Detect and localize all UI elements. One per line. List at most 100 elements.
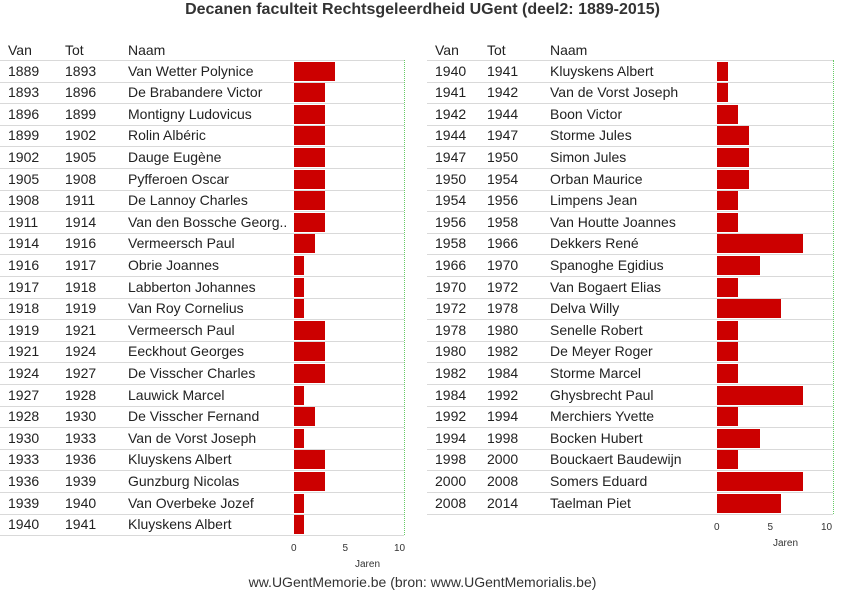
cell-tot: 1924 <box>65 343 97 360</box>
row-divider <box>0 146 404 148</box>
bar-mark <box>717 407 739 427</box>
cell-van: 1958 <box>435 235 467 252</box>
bar-mark <box>717 169 750 189</box>
bar-mark <box>717 299 782 319</box>
table-panel-1: Van Tot Naam 1889 1893 Van Wetter Polynice 189… <box>0 40 405 570</box>
table-row: 1893 1896 De Brabandere Victor <box>0 82 404 103</box>
cell-van: 1936 <box>8 472 40 489</box>
row-divider <box>0 362 404 364</box>
cell-van: 1982 <box>435 364 467 381</box>
table-row: 1914 1916 Vermeersch Paul <box>0 233 404 254</box>
table-row: 1921 1924 Eeckhout Georges <box>0 341 404 362</box>
cell-naam: Taelman Piet <box>550 494 631 511</box>
table-row: 1936 1939 Gunzburg Nicolas <box>0 471 404 492</box>
cell-van: 1970 <box>435 278 467 295</box>
cell-naam: Labberton Johannes <box>128 278 256 295</box>
table-row: 1902 1905 Dauge Eugène <box>0 147 404 168</box>
cell-naam: Somers Eduard <box>550 472 648 489</box>
cell-van: 1916 <box>8 256 40 273</box>
bar-mark <box>717 363 739 383</box>
bar-mark <box>717 277 739 297</box>
cell-van: 1944 <box>435 127 467 144</box>
cell-van: 1927 <box>8 386 40 403</box>
cell-van: 1924 <box>8 364 40 381</box>
table-row: 1972 1978 Delva Willy <box>427 298 833 319</box>
cell-tot: 1956 <box>487 192 519 209</box>
row-divider <box>0 232 404 234</box>
row-divider <box>0 189 404 191</box>
cell-tot: 1917 <box>65 256 97 273</box>
cell-tot: 2000 <box>487 451 519 468</box>
cell-van: 1930 <box>8 429 40 446</box>
table-row: 1942 1944 Boon Victor <box>427 104 833 125</box>
table-row: 1927 1928 Lauwick Marcel <box>0 385 404 406</box>
row-divider <box>427 427 833 429</box>
cell-van: 1911 <box>8 213 39 230</box>
table-row: 1939 1940 Van Overbeke Jozef <box>0 493 404 514</box>
row-divider <box>0 427 404 429</box>
x-axis-label: Jaren <box>355 559 381 571</box>
cell-van: 1939 <box>8 494 40 511</box>
bar-mark <box>717 191 739 211</box>
row-divider <box>427 146 833 148</box>
cell-tot: 1941 <box>65 516 97 533</box>
cell-tot: 1942 <box>487 84 519 101</box>
cell-naam: Van Overbeke Jozef <box>128 494 254 511</box>
x-tick-label: 10 <box>821 521 833 533</box>
bar-mark <box>717 61 728 81</box>
table-row: 1940 1941 Kluyskens Albert <box>0 514 404 535</box>
row-divider <box>0 513 404 515</box>
cell-tot: 1972 <box>487 278 519 295</box>
cell-van: 1896 <box>8 105 40 122</box>
table-row: 1944 1947 Storme Jules <box>427 125 833 146</box>
cell-tot: 1984 <box>487 364 519 381</box>
bar-mark <box>717 104 739 124</box>
x-tick-label: 5 <box>342 543 349 555</box>
cell-naam: Limpens Jean <box>550 192 638 209</box>
bar-mark <box>294 191 325 211</box>
bar-mark <box>294 212 325 232</box>
cell-naam: Spanoghe Egidius <box>550 256 664 273</box>
cell-van: 1918 <box>8 300 40 317</box>
cell-tot: 1902 <box>65 127 97 144</box>
bar-mark <box>294 407 315 427</box>
bar-mark <box>294 126 325 146</box>
cell-naam: Ghysbrecht Paul <box>550 386 654 403</box>
column-header-tot: Tot <box>65 42 84 58</box>
row-divider <box>427 168 833 169</box>
x-tick-label: 5 <box>767 521 774 533</box>
bar-mark <box>717 385 803 405</box>
cell-naam: Eeckhout Georges <box>128 343 244 360</box>
table-row: 1940 1941 Kluyskens Albert <box>427 61 833 82</box>
cell-naam: Dauge Eugène <box>128 148 222 165</box>
cell-naam: Van de Vorst Joseph <box>128 429 257 446</box>
row-divider <box>427 254 833 256</box>
column-header-naam: Naam <box>550 42 588 58</box>
cell-tot: 1998 <box>487 429 519 446</box>
cell-naam: De Lannoy Charles <box>128 192 248 209</box>
cell-van: 1921 <box>8 343 40 360</box>
x-tick-label: 0 <box>291 543 297 555</box>
cell-van: 2008 <box>435 494 467 511</box>
row-divider <box>427 276 833 277</box>
cell-naam: Storme Marcel <box>550 364 642 381</box>
cell-naam: Obrie Joannes <box>128 256 220 273</box>
bar-mark <box>294 147 325 167</box>
bar-mark <box>294 428 305 448</box>
bar-mark <box>717 234 803 254</box>
cell-tot: 1914 <box>65 213 97 230</box>
cell-naam: Orban Maurice <box>550 170 643 187</box>
cell-van: 1919 <box>8 321 40 338</box>
cell-naam: Bocken Hubert <box>550 429 643 446</box>
cell-tot: 1928 <box>65 386 97 403</box>
cell-naam: Dekkers René <box>550 235 639 252</box>
row-divider <box>427 211 833 213</box>
cell-tot: 1927 <box>65 364 97 381</box>
cell-naam: Montigny Ludovicus <box>128 105 252 122</box>
bar-mark <box>294 515 305 535</box>
cell-tot: 1899 <box>65 105 97 122</box>
cell-van: 1950 <box>435 170 467 187</box>
bar-mark <box>294 234 315 254</box>
bar-mark <box>717 450 739 470</box>
table-row: 1917 1918 Labberton Johannes <box>0 277 404 298</box>
